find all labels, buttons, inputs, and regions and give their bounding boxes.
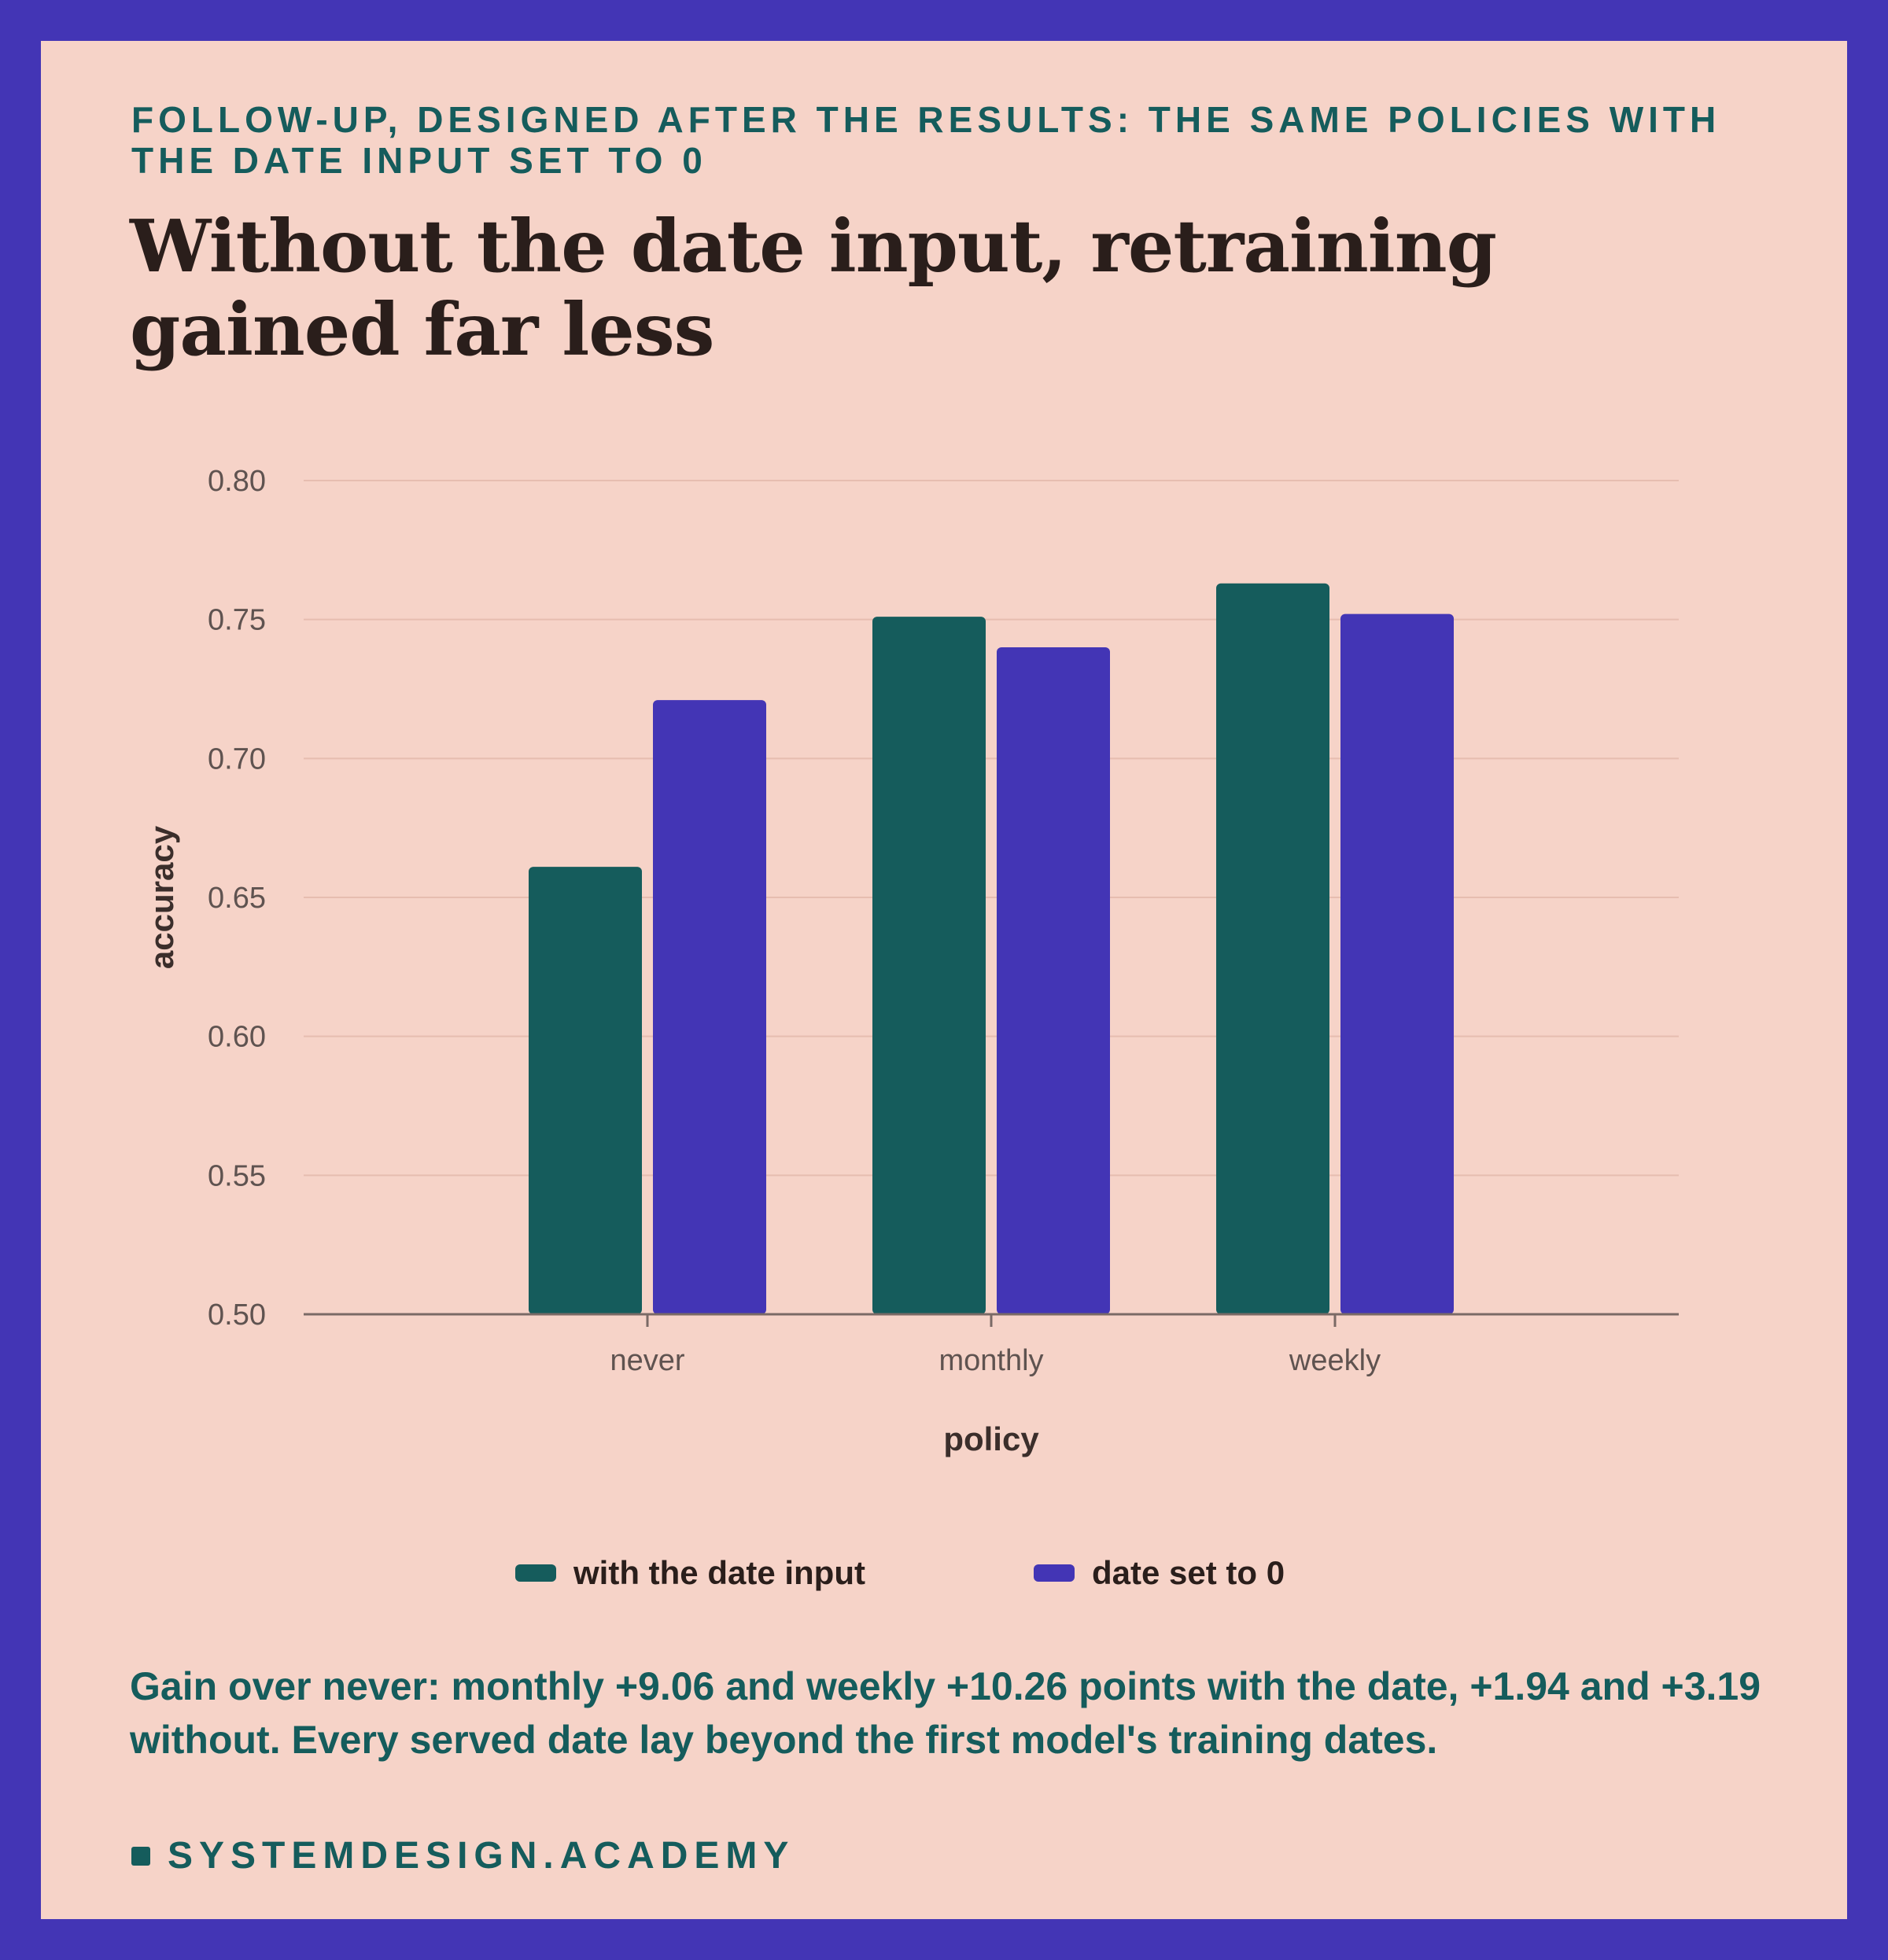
bar-chart: 0.50 0.55 0.60 0.65 0.70 0.75 0.80 never monthl… <box>143 465 1679 1457</box>
x-tick-label: never <box>610 1344 684 1377</box>
kicker: Follow-up, designed after the results: t… <box>131 99 1721 181</box>
legend-swatch-date-zero <box>1034 1564 1075 1582</box>
bars <box>529 583 1454 1314</box>
y-tick-label: 0.50 <box>208 1299 266 1332</box>
y-axis-title: accuracy <box>143 825 180 969</box>
card: Follow-up, designed after the results: t… <box>41 41 1847 1919</box>
y-tick-label: 0.55 <box>208 1159 266 1192</box>
caption-note: Gain over never: monthly +9.06 and weekl… <box>130 1664 1761 1762</box>
brand: systemdesign.academy <box>131 1834 795 1877</box>
y-tick-label: 0.65 <box>208 882 266 915</box>
bar-monthly-with-date <box>872 617 986 1314</box>
legend-swatch-with-date <box>515 1564 556 1582</box>
x-axis: never monthly weekly <box>304 1313 1679 1377</box>
x-tick-label: weekly <box>1289 1344 1381 1377</box>
y-tick-label: 0.80 <box>208 465 266 498</box>
legend: with the date input date set to 0 <box>41 1554 1847 1601</box>
x-axis-title: policy <box>943 1420 1039 1457</box>
y-tick-label: 0.60 <box>208 1021 266 1054</box>
gridlines <box>304 480 1679 1177</box>
brand-square-icon <box>131 1846 150 1866</box>
bar-never-with-date <box>529 867 642 1314</box>
y-tick-label: 0.70 <box>208 742 266 776</box>
y-tick-labels: 0.50 0.55 0.60 0.65 0.70 0.75 0.80 <box>208 465 266 1332</box>
legend-item-with-date: with the date input <box>515 1554 865 1592</box>
bar-weekly-date-zero <box>1340 613 1454 1314</box>
x-tick-label: monthly <box>938 1344 1043 1377</box>
brand-name: systemdesign.academy <box>168 1835 795 1877</box>
legend-item-date-zero: date set to 0 <box>1034 1554 1285 1592</box>
bar-monthly-date-zero <box>997 647 1110 1314</box>
bar-weekly-with-date <box>1216 583 1329 1314</box>
page-title: Without the date input, retraining gaine… <box>130 204 1497 372</box>
legend-label-with-date: with the date input <box>573 1554 865 1591</box>
y-tick-label: 0.75 <box>208 604 266 637</box>
bar-never-date-zero <box>653 700 766 1314</box>
legend-label-date-zero: date set to 0 <box>1092 1554 1285 1591</box>
